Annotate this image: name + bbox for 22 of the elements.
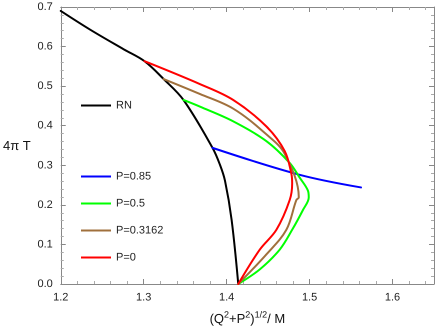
x-tick-label: 1.4 [218, 292, 234, 304]
x-tick-label: 1.6 [384, 292, 400, 304]
legend-label: P=0 [116, 252, 136, 264]
y-tick-label: 0.4 [37, 120, 53, 132]
y-tick-label: 0.1 [37, 238, 53, 250]
y-tick-label: 0.2 [37, 198, 53, 211]
line-series [182, 98, 310, 285]
y-axis-title: 4π T [2, 138, 31, 153]
y-tick-label: 0.7 [37, 1, 53, 13]
x-tick-label: 1.2 [53, 292, 68, 304]
y-tick-label: 0.0 [37, 278, 53, 290]
line-series [60, 10, 240, 285]
legend-label: RN [116, 100, 132, 112]
legend-label: P=0.3162 [116, 224, 164, 236]
line-series [162, 78, 300, 285]
y-tick-label: 0.6 [37, 40, 53, 53]
y-tick-label: 0.3 [37, 159, 53, 172]
x-tick-label: 1.3 [136, 292, 152, 304]
y-tick-label: 0.5 [37, 80, 53, 92]
legend-label: P=0.85 [116, 170, 152, 182]
x-tick-label: 1.5 [302, 292, 318, 304]
legend-label: P=0.5 [116, 198, 146, 210]
